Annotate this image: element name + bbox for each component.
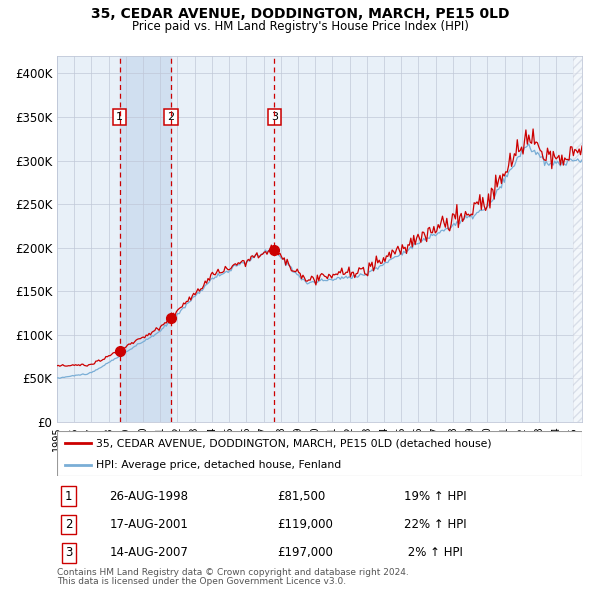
Text: 2% ↑ HPI: 2% ↑ HPI (404, 546, 463, 559)
Text: 2: 2 (65, 518, 73, 531)
Text: 1: 1 (116, 112, 124, 122)
Text: 19% ↑ HPI: 19% ↑ HPI (404, 490, 466, 503)
Text: 3: 3 (271, 112, 278, 122)
Bar (574, 56, 582, 422)
Text: 35, CEDAR AVENUE, DODDINGTON, MARCH, PE15 0LD (detached house): 35, CEDAR AVENUE, DODDINGTON, MARCH, PE1… (97, 438, 492, 448)
Bar (120, 56, 171, 422)
Text: This data is licensed under the Open Government Licence v3.0.: This data is licensed under the Open Gov… (57, 577, 346, 586)
Text: 22% ↑ HPI: 22% ↑ HPI (404, 518, 466, 531)
Text: 35, CEDAR AVENUE, DODDINGTON, MARCH, PE15 0LD: 35, CEDAR AVENUE, DODDINGTON, MARCH, PE1… (91, 7, 509, 21)
Text: £81,500: £81,500 (277, 490, 326, 503)
Text: 3: 3 (65, 546, 72, 559)
Text: 2: 2 (167, 112, 175, 122)
Text: 14-AUG-2007: 14-AUG-2007 (110, 546, 188, 559)
Text: Price paid vs. HM Land Registry's House Price Index (HPI): Price paid vs. HM Land Registry's House … (131, 20, 469, 33)
Text: 17-AUG-2001: 17-AUG-2001 (110, 518, 188, 531)
FancyBboxPatch shape (57, 431, 582, 476)
Text: Contains HM Land Registry data © Crown copyright and database right 2024.: Contains HM Land Registry data © Crown c… (57, 568, 409, 576)
Text: 26-AUG-1998: 26-AUG-1998 (110, 490, 188, 503)
Text: £119,000: £119,000 (277, 518, 334, 531)
Text: 1: 1 (65, 490, 73, 503)
Text: HPI: Average price, detached house, Fenland: HPI: Average price, detached house, Fenl… (97, 460, 341, 470)
Text: £197,000: £197,000 (277, 546, 334, 559)
Bar (574, 56, 582, 422)
